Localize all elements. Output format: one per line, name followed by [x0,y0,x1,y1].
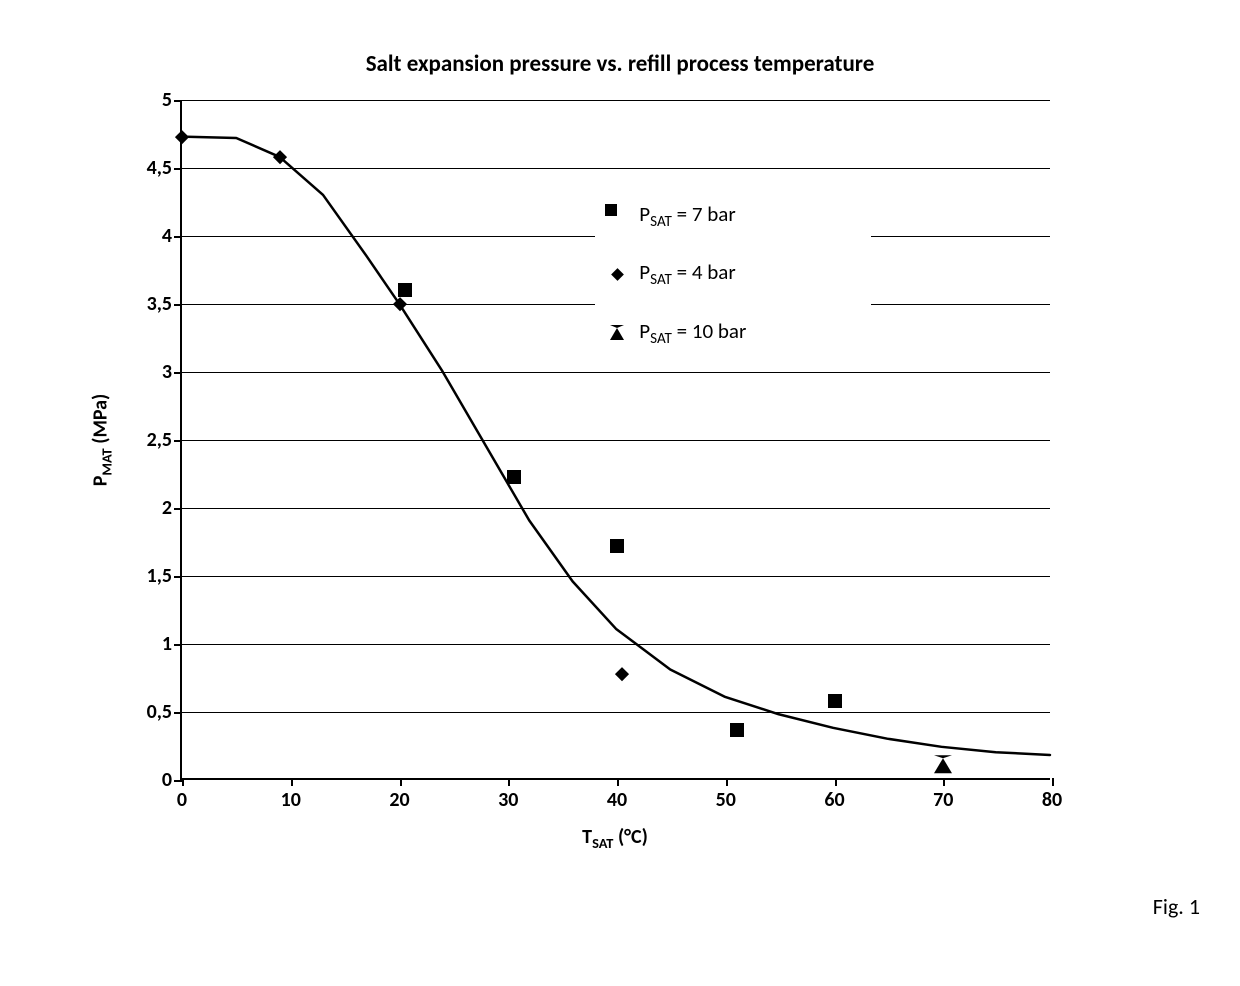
x-tick-label: 20 [389,778,409,812]
square-marker [610,539,624,553]
y-tick-label: 2,5 [147,428,182,452]
gridline [182,168,1050,169]
gridline [182,576,1050,577]
y-tick-label: 1 [162,632,182,656]
y-tick-label: 2 [162,496,182,520]
gridline [182,372,1050,373]
diamond-marker [611,268,624,281]
legend-marker [603,270,631,279]
x-tick-label: 60 [824,778,844,812]
y-axis-label: PMAT (MPa) [89,394,116,487]
legend-item: PSAT = 7 bar [603,201,863,231]
x-tick-label: 80 [1042,778,1062,812]
y-tick-label: 3,5 [147,292,182,316]
x-tick-label: 30 [498,778,518,812]
square-marker [398,283,412,297]
x-tick-label: 70 [933,778,953,812]
y-tick-label: 4,5 [147,156,182,180]
gridline [182,644,1050,645]
plot-area: 00,511,522,533,544,5501020304050607080PS… [180,100,1050,780]
triangle-marker [934,756,952,774]
triangle-marker [610,325,624,340]
legend-marker [603,325,631,340]
legend-label: PSAT = 4 bar [639,259,735,289]
square-marker [828,694,842,708]
square-marker [507,470,521,484]
y-tick-label: 3 [162,360,182,384]
x-tick-label: 0 [177,778,187,812]
x-tick-label: 50 [716,778,736,812]
y-tick-label: 0,5 [147,700,182,724]
figure-label: Fig. 1 [1153,893,1200,920]
y-tick-label: 4 [162,224,182,248]
square-marker [730,723,744,737]
legend-marker [603,210,631,222]
figure-container: Salt expansion pressure vs. refill proce… [40,40,1200,920]
legend-item: PSAT = 4 bar [603,259,863,289]
x-tick-label: 10 [281,778,301,812]
square-marker [605,204,617,216]
legend: PSAT = 7 bar PSAT = 4 bar PSAT = 10 bar [595,195,871,354]
x-tick-label: 40 [607,778,627,812]
legend-label: PSAT = 10 bar [639,318,746,348]
x-axis-label: TSAT (°C) [582,825,648,852]
y-tick-label: 5 [162,88,182,112]
legend-item: PSAT = 10 bar [603,318,863,348]
gridline [182,440,1050,441]
legend-label: PSAT = 7 bar [639,201,735,231]
gridline [182,712,1050,713]
gridline [182,100,1050,101]
y-tick-label: 1,5 [147,564,182,588]
gridline [182,508,1050,509]
chart-title: Salt expansion pressure vs. refill proce… [40,50,1200,78]
